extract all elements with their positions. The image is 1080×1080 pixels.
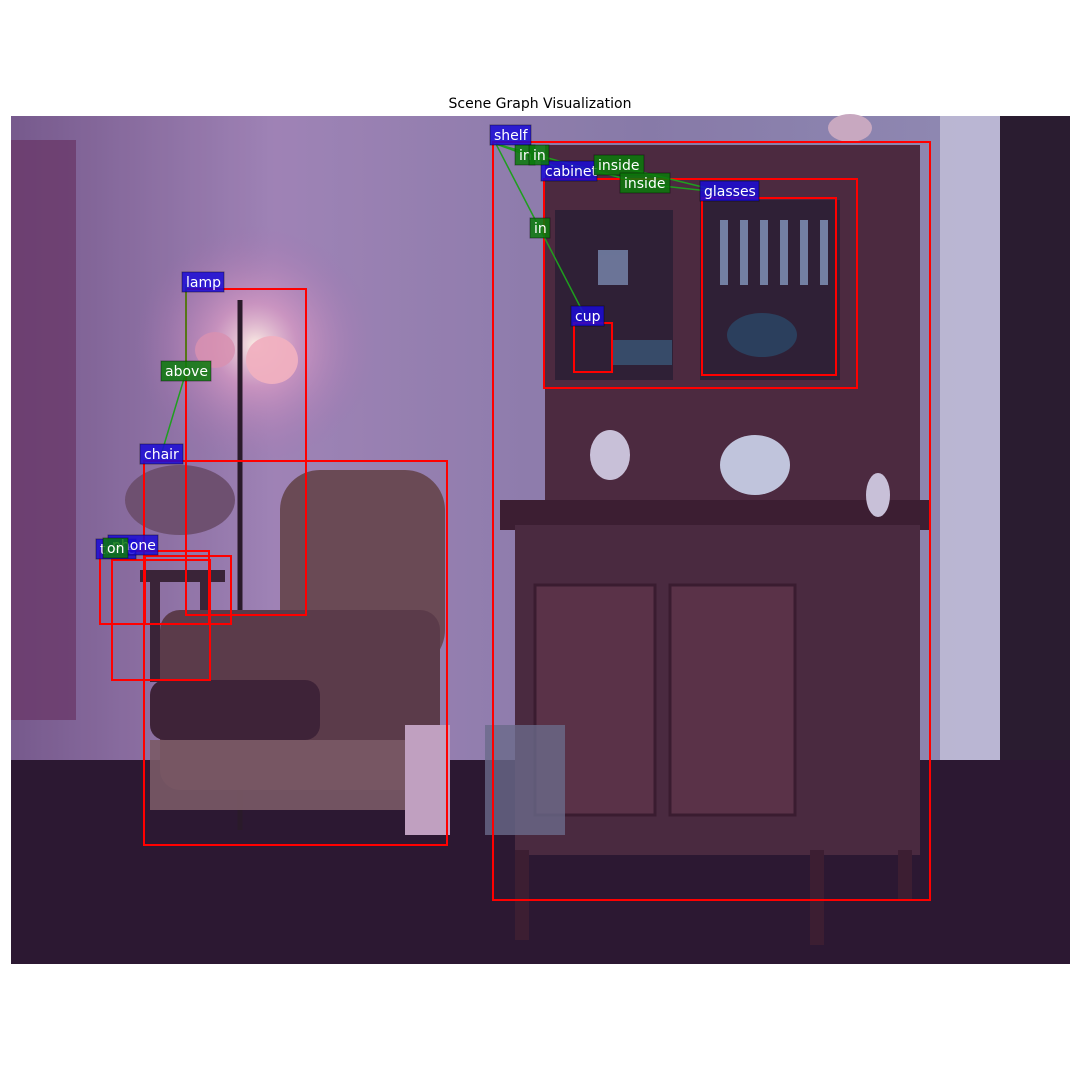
curtain bbox=[11, 140, 76, 720]
object-label-cabinet: cabinet bbox=[540, 160, 598, 182]
object-label-glasses: glasses bbox=[699, 180, 760, 202]
relation-label-text: in bbox=[519, 148, 532, 164]
relation-label-text: on bbox=[107, 541, 124, 557]
figure-title: Scene Graph Visualization bbox=[448, 96, 632, 112]
bowl-stand bbox=[720, 435, 790, 495]
relation-labels: in in inside inside in above on bbox=[102, 144, 671, 559]
relation-label-text: in bbox=[533, 148, 546, 164]
box-shelf bbox=[492, 141, 931, 901]
object-label-text: cup bbox=[575, 309, 601, 325]
box-cabinet bbox=[543, 178, 858, 389]
lamp-shade-left bbox=[195, 332, 235, 368]
box-chair bbox=[143, 460, 448, 846]
glassware bbox=[598, 220, 828, 365]
relation-label-above: above bbox=[160, 360, 212, 382]
object-label-lamp: lamp bbox=[181, 271, 225, 293]
relation-label-text: inside bbox=[624, 176, 665, 192]
object-label-text: cabinet bbox=[545, 164, 598, 180]
bounding-boxes bbox=[99, 141, 931, 901]
box-table-2 bbox=[111, 559, 211, 681]
floor-box bbox=[405, 725, 450, 835]
object-label-text: lamp bbox=[186, 275, 221, 291]
room-photo bbox=[11, 114, 1070, 964]
object-label-chair: chair bbox=[139, 443, 184, 465]
relation-label-in: in bbox=[528, 144, 550, 166]
plant bbox=[125, 465, 235, 535]
lamp-shade-right bbox=[246, 336, 298, 384]
object-label-text: shelf bbox=[494, 128, 529, 144]
relation-label-in: in bbox=[529, 217, 551, 239]
relation-label-text: inside bbox=[598, 158, 639, 174]
relation-label-inside: inside bbox=[619, 172, 671, 194]
object-label-shelf: shelf bbox=[489, 124, 532, 146]
vase bbox=[828, 114, 872, 142]
object-label-cup: cup bbox=[570, 305, 605, 327]
relation-label-on: on bbox=[102, 537, 129, 559]
door-frame bbox=[940, 116, 1000, 886]
box-glasses bbox=[701, 197, 837, 376]
box-lamp bbox=[185, 288, 307, 616]
object-label-text: chair bbox=[144, 447, 179, 463]
relation-label-in: in bbox=[514, 144, 536, 166]
relation-label-text: in bbox=[534, 221, 547, 237]
figurine bbox=[590, 430, 630, 480]
relation-label-inside: inside bbox=[593, 154, 645, 176]
relation-label-text: above bbox=[165, 364, 208, 380]
side-table-top bbox=[140, 570, 225, 582]
object-label-text: glasses bbox=[704, 184, 756, 200]
